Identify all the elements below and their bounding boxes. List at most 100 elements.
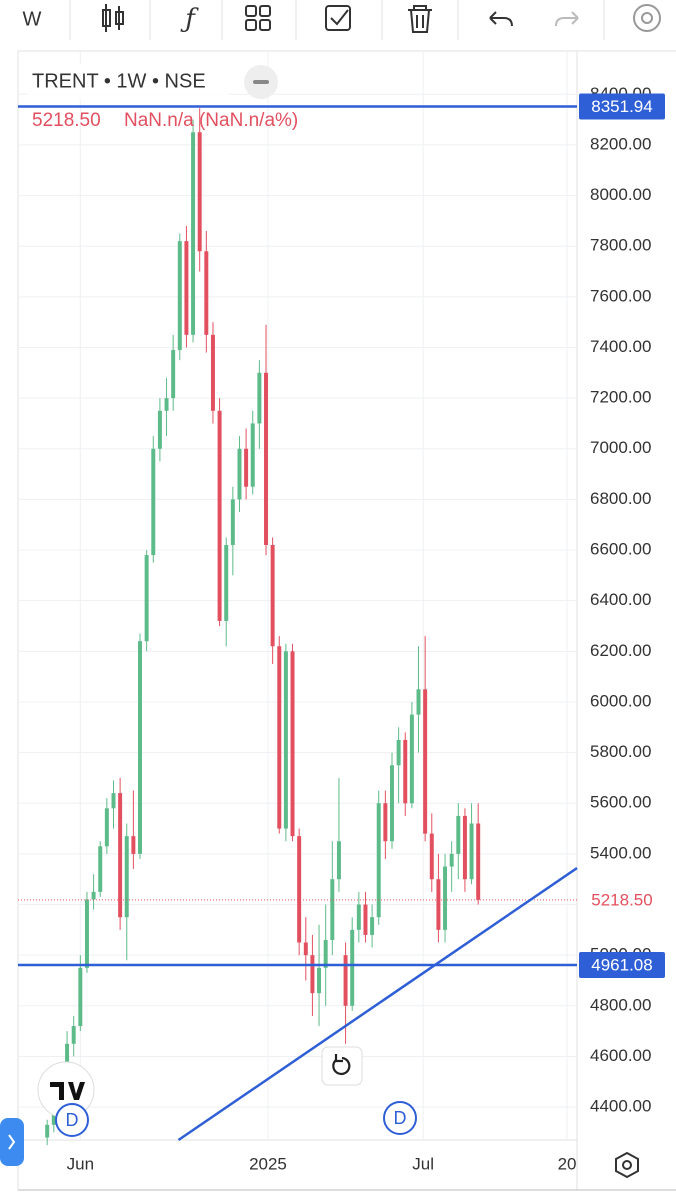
chart-title: TRENT • 1W • NSE (32, 70, 206, 92)
candle-body (71, 1026, 76, 1044)
candle-body (144, 555, 149, 642)
candle-body (317, 967, 322, 994)
price-label: 4961.08 (591, 956, 652, 975)
y-tick-label: 4400.00 (590, 1097, 651, 1116)
y-tick-label: 6200.00 (590, 641, 651, 660)
candle-body (111, 793, 116, 809)
grid (18, 52, 577, 1140)
trash-icon[interactable] (408, 5, 432, 33)
candle-body (157, 410, 162, 449)
settings-icon[interactable] (633, 4, 661, 32)
candle-body (350, 929, 355, 1006)
candle-body (356, 904, 361, 930)
candle-body (98, 846, 103, 892)
price-label: 8351.94 (591, 97, 652, 116)
candle-body (257, 372, 262, 424)
candle-body (131, 836, 136, 854)
y-tick-label: 8200.00 (590, 134, 651, 153)
candle-body (138, 641, 143, 854)
interval-button[interactable]: W (23, 8, 42, 30)
candle-body (469, 823, 474, 880)
candle-body (330, 879, 335, 940)
candle-body (443, 866, 448, 930)
candle-body (164, 398, 169, 411)
x-tick-label: Jul (412, 1154, 434, 1173)
candle-body (303, 942, 308, 956)
badge-label: D (394, 1108, 407, 1128)
price-label-bg (579, 93, 665, 120)
candle-body (191, 132, 196, 335)
candle-body (343, 955, 348, 1006)
y-tick-label: 7000.00 (590, 438, 651, 457)
y-tick-label: 7400.00 (590, 337, 651, 356)
badge[interactable]: D (383, 1101, 417, 1135)
y-tick-label: 8000.00 (590, 185, 651, 204)
candle-body (363, 904, 368, 935)
y-tick-label: 6600.00 (590, 540, 651, 559)
price-label-bg (579, 952, 665, 979)
redo-icon[interactable] (555, 11, 579, 27)
reset-button[interactable] (321, 1046, 363, 1086)
candle-body (270, 544, 275, 647)
layout-icon[interactable] (245, 5, 271, 31)
candle-body (184, 241, 189, 335)
candle-body (449, 853, 454, 867)
candle-body (423, 689, 428, 834)
x-tick-label: 20 (558, 1154, 577, 1173)
undo-icon[interactable] (489, 11, 513, 27)
candle-body (383, 803, 388, 842)
candle-body (230, 499, 235, 545)
candle-body (310, 955, 315, 994)
y-tick-label: 5400.00 (590, 843, 651, 862)
candle-body (91, 891, 96, 900)
last-price-bg (579, 886, 665, 913)
time-settings-icon[interactable] (615, 1151, 639, 1179)
candle-body (224, 544, 229, 621)
y-tick-label: 4800.00 (590, 995, 651, 1014)
checkbox-icon[interactable] (325, 5, 351, 31)
y-tick-label: 5800.00 (590, 742, 651, 761)
candle-body (151, 448, 156, 556)
candles-icon[interactable] (102, 4, 124, 32)
candle-body (204, 251, 209, 335)
candle-body (409, 714, 414, 804)
candle-body (290, 651, 295, 837)
candle-body (78, 967, 83, 1027)
y-tick-label: 7200.00 (590, 388, 651, 407)
candle-body (264, 372, 268, 545)
candle-body (210, 334, 215, 411)
y-tick-label: 7800.00 (590, 236, 651, 255)
indicators-icon[interactable]: ƒ (180, 4, 199, 34)
candle-body (456, 815, 461, 854)
y-tick-label: 6000.00 (590, 691, 651, 710)
candle-body (118, 793, 123, 918)
candle-body (390, 765, 394, 842)
candle-body (65, 1043, 70, 1077)
badge-label: D (66, 1110, 79, 1130)
legend-bg (28, 64, 228, 100)
candle-body (323, 939, 328, 968)
candle-body (376, 803, 381, 918)
last-price-label: 5218.50 (591, 890, 652, 909)
candle-body (336, 841, 341, 880)
badge[interactable]: D (55, 1103, 89, 1137)
candle-body (197, 132, 202, 252)
separators (69, 0, 605, 40)
y-tick-label: 6800.00 (590, 489, 651, 508)
candle-body (177, 241, 182, 351)
legend-change: NaN.n/a (NaN.n/a%) (124, 110, 298, 131)
candle-body (104, 808, 109, 847)
legend-price: 5218.50 (32, 110, 101, 131)
candle-body (45, 1124, 50, 1138)
candle-body (403, 739, 408, 804)
side-tab[interactable] (0, 1118, 24, 1166)
candle-body (84, 899, 89, 968)
plot (18, 105, 578, 1146)
candle-body (462, 815, 467, 880)
trendline[interactable] (177, 867, 578, 1142)
candle-body (283, 651, 288, 829)
candle-body (436, 879, 441, 930)
candle-body (244, 448, 249, 487)
